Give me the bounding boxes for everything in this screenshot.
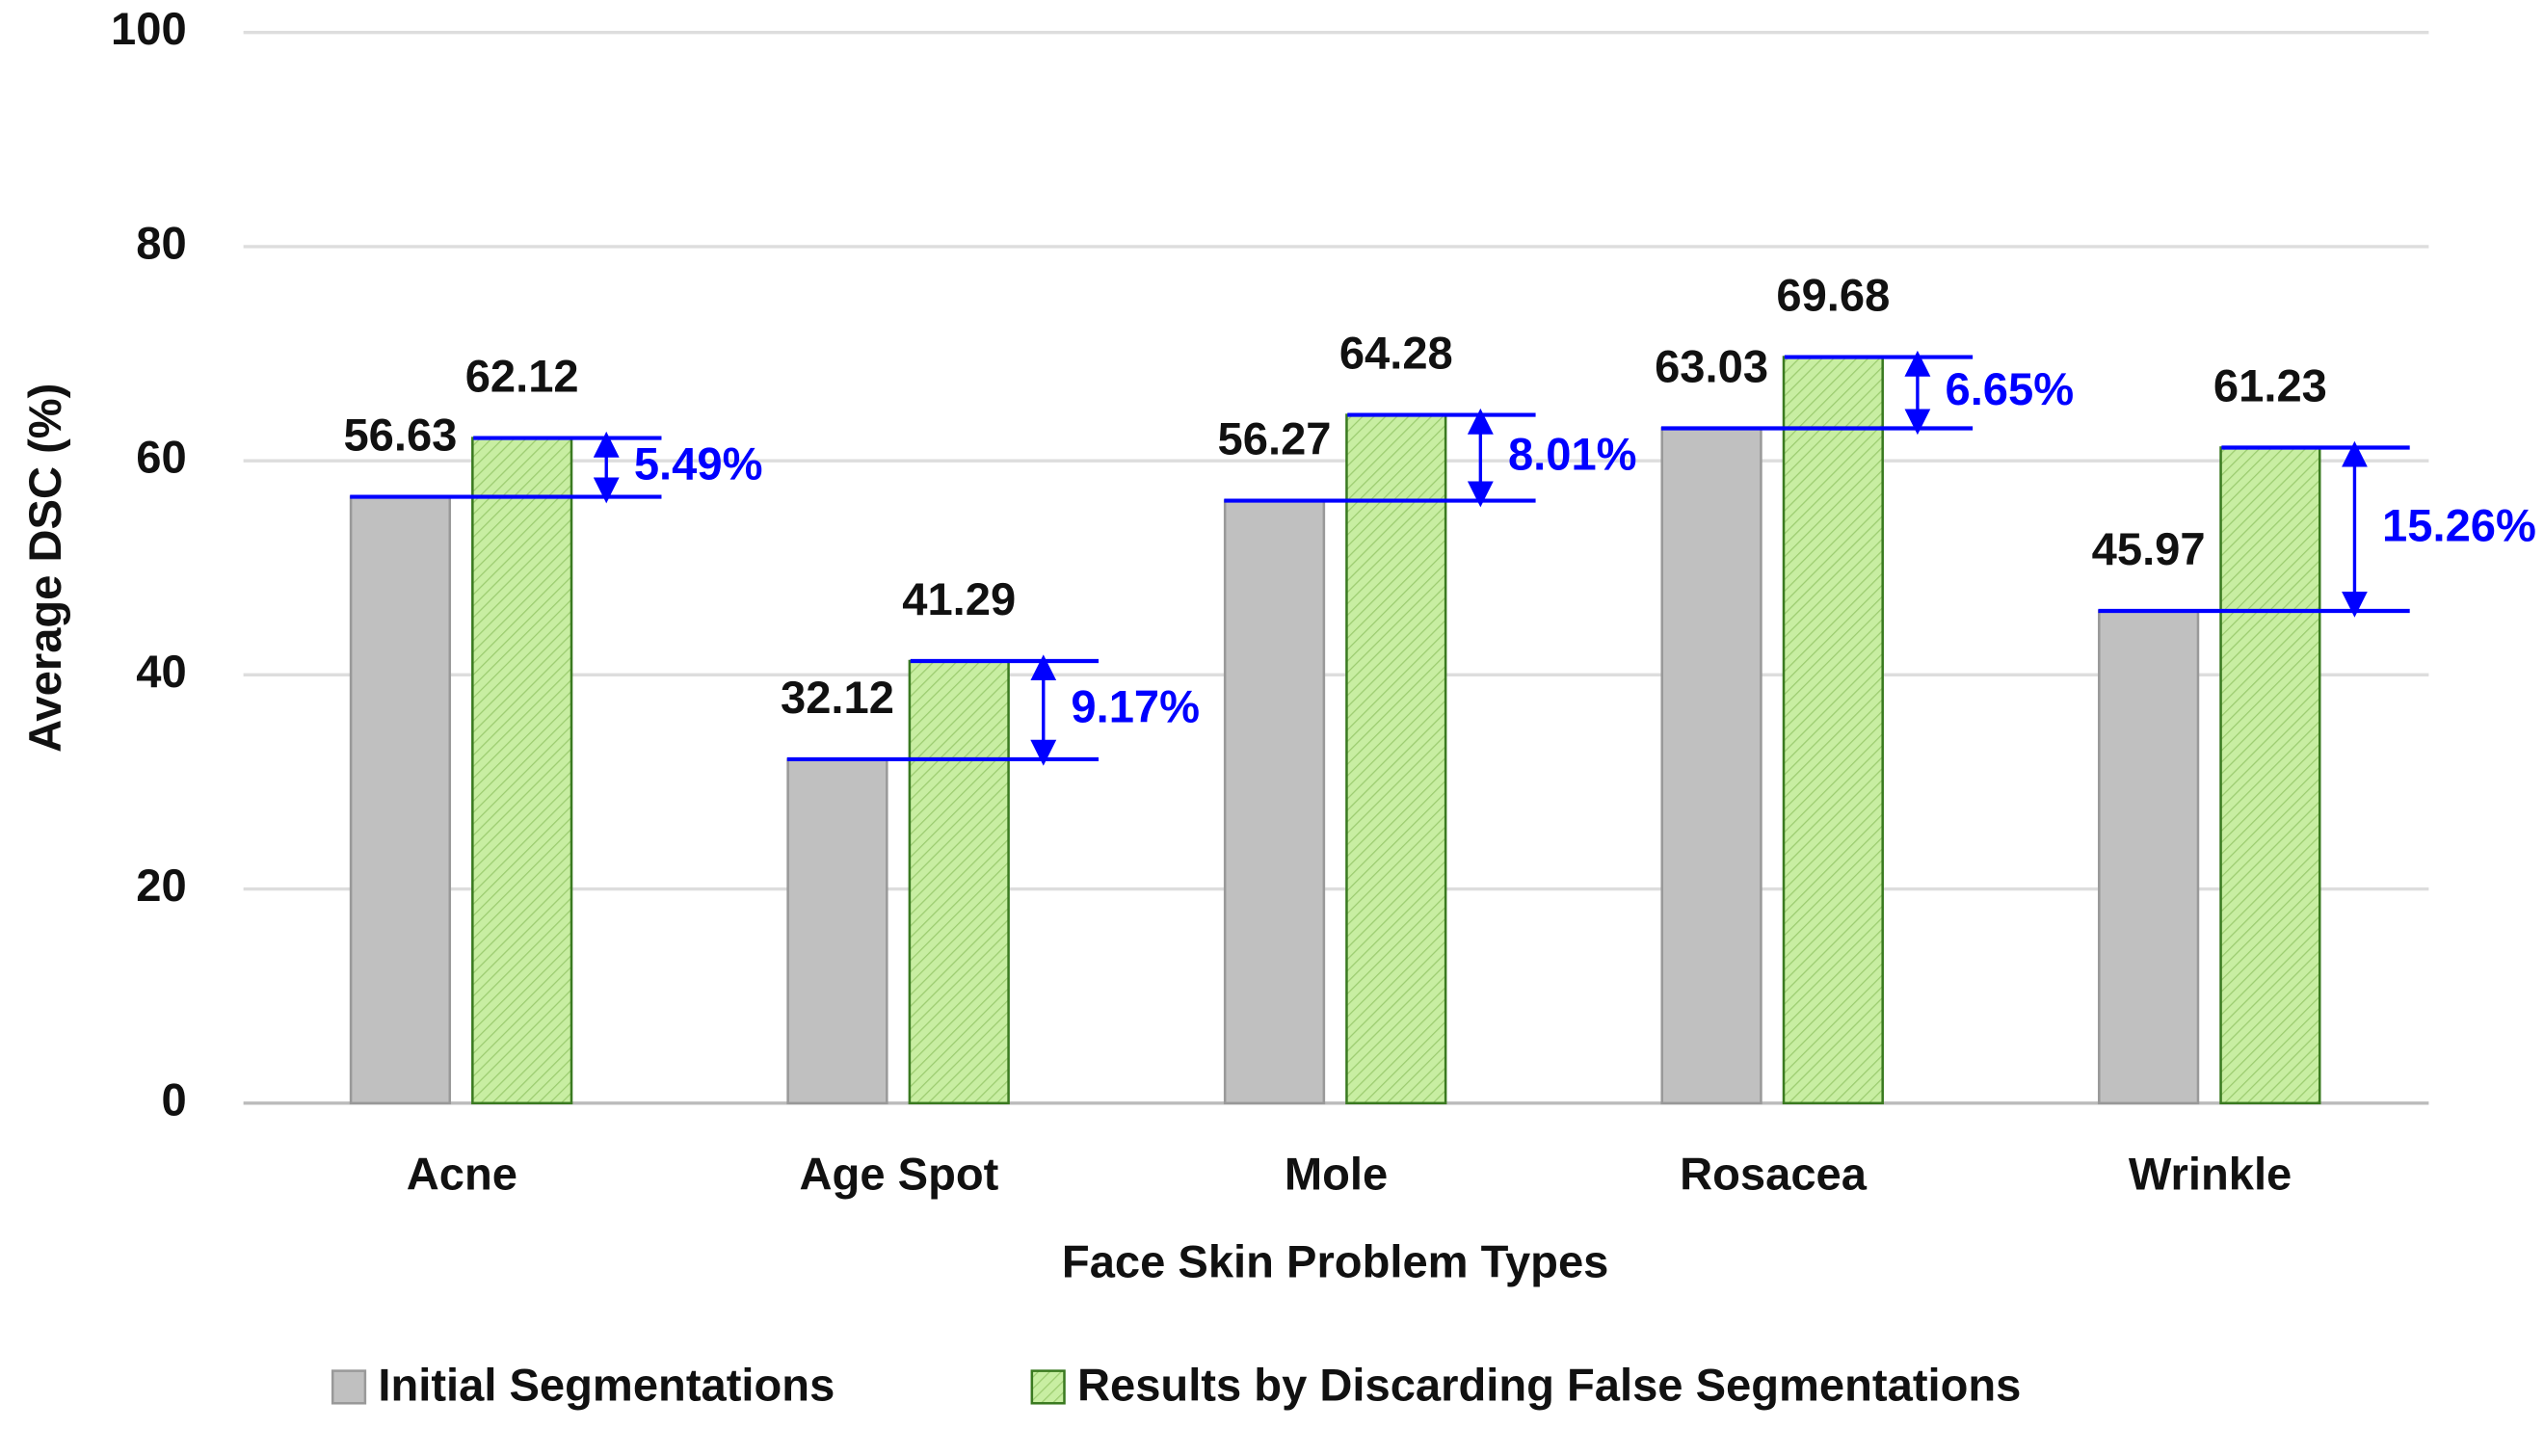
value-label: 41.29 xyxy=(902,573,1016,624)
bar xyxy=(1223,499,1326,1105)
difference-label: 9.17% xyxy=(1071,680,1200,731)
difference-label: 5.49% xyxy=(634,438,763,490)
y-axis-title: Average DSC (%) xyxy=(19,384,70,753)
value-label: 62.12 xyxy=(465,350,579,401)
value-label: 69.68 xyxy=(1776,269,1890,320)
y-tick-label: 20 xyxy=(136,860,186,911)
legend-label: Results by Discarding False Segmentation… xyxy=(1077,1360,2021,1411)
bar xyxy=(908,659,1010,1105)
legend-swatch xyxy=(1030,1369,1066,1405)
difference-label: 15.26% xyxy=(2382,500,2536,551)
y-tick-label: 0 xyxy=(161,1073,186,1125)
legend-swatch xyxy=(331,1369,367,1405)
bar xyxy=(349,495,452,1105)
x-tick-label: Acne xyxy=(407,1149,517,1200)
bar xyxy=(786,757,888,1105)
x-tick-label: Rosacea xyxy=(1680,1149,1868,1200)
y-tick-label: 100 xyxy=(111,3,187,54)
y-tick-label: 40 xyxy=(136,646,186,697)
legend-label: Initial Segmentations xyxy=(378,1360,835,1411)
value-label: 32.12 xyxy=(781,672,894,723)
bar xyxy=(2219,446,2321,1105)
bar xyxy=(1782,356,1884,1105)
x-tick-label: Wrinkle xyxy=(2129,1149,2292,1200)
value-label: 64.28 xyxy=(1339,327,1453,378)
value-label: 56.63 xyxy=(343,409,457,460)
value-label: 63.03 xyxy=(1655,340,1768,391)
bar xyxy=(1345,413,1447,1105)
value-label: 56.27 xyxy=(1218,412,1332,463)
bar xyxy=(2098,609,2200,1105)
x-axis-title: Face Skin Problem Types xyxy=(1062,1236,1608,1287)
bar xyxy=(471,437,573,1105)
value-label: 45.97 xyxy=(2092,523,2206,574)
y-tick-label: 60 xyxy=(136,432,186,483)
value-label: 61.23 xyxy=(2213,359,2327,410)
difference-label: 8.01% xyxy=(1508,429,1637,480)
difference-label: 6.65% xyxy=(1946,363,2075,414)
x-tick-label: Age Spot xyxy=(800,1149,999,1200)
bar xyxy=(1660,427,1762,1105)
y-tick-label: 80 xyxy=(136,217,186,268)
x-tick-label: Mole xyxy=(1285,1149,1388,1200)
